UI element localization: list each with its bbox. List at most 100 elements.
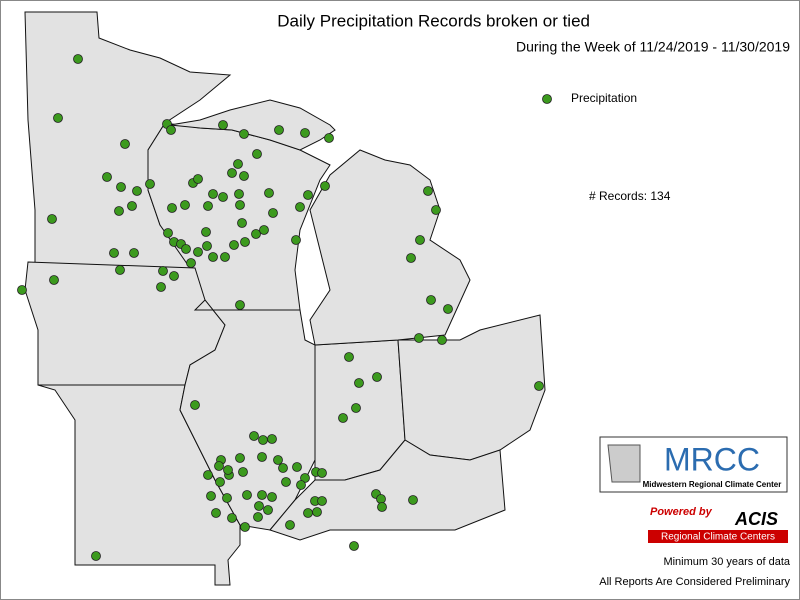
- record-point: [203, 470, 213, 480]
- record-point: [257, 490, 267, 500]
- record-point: [218, 192, 228, 202]
- record-point: [273, 455, 283, 465]
- record-point: [229, 240, 239, 250]
- record-point: [254, 501, 264, 511]
- record-point: [431, 205, 441, 215]
- record-point: [235, 453, 245, 463]
- record-point: [354, 378, 364, 388]
- record-point: [437, 335, 447, 345]
- record-point: [320, 181, 330, 191]
- record-point: [116, 182, 126, 192]
- record-point: [415, 235, 425, 245]
- record-point: [274, 125, 284, 135]
- record-point: [312, 507, 322, 517]
- record-point: [338, 413, 348, 423]
- michigan-upper: [169, 99, 336, 151]
- mrcc-logo: MRCC Midwestern Regional Climate Center: [599, 436, 788, 493]
- record-point: [158, 266, 168, 276]
- record-points: [17, 54, 544, 561]
- record-point: [240, 522, 250, 532]
- record-point: [73, 54, 83, 64]
- record-point: [377, 502, 387, 512]
- record-point: [208, 189, 218, 199]
- record-point: [372, 372, 382, 382]
- record-point: [351, 403, 361, 413]
- acis-bar: [648, 530, 788, 543]
- acis-logo: Powered by ACIS Regional Climate Centers: [648, 506, 788, 543]
- record-point: [193, 247, 203, 257]
- kentucky: [269, 439, 506, 541]
- record-point: [317, 496, 327, 506]
- record-point: [264, 188, 274, 198]
- record-point: [227, 513, 237, 523]
- record-point: [132, 186, 142, 196]
- logo-map: [607, 444, 641, 483]
- record-point: [49, 275, 59, 285]
- record-point: [167, 203, 177, 213]
- record-point: [268, 208, 278, 218]
- record-point: [376, 494, 386, 504]
- record-point: [156, 282, 166, 292]
- record-point: [53, 113, 63, 123]
- record-point: [406, 253, 416, 263]
- record-point: [258, 435, 268, 445]
- record-point: [238, 467, 248, 477]
- record-point: [227, 168, 237, 178]
- record-point: [263, 505, 273, 515]
- record-point: [344, 352, 354, 362]
- record-point: [291, 235, 301, 245]
- record-point: [218, 120, 228, 130]
- record-point: [534, 381, 544, 391]
- states: [24, 11, 546, 586]
- legend-label: Precipitation: [571, 91, 637, 105]
- record-point: [129, 248, 139, 258]
- record-point: [303, 190, 313, 200]
- record-point: [300, 128, 310, 138]
- subtitle: During the Week of 11/24/2019 - 11/30/20…: [516, 39, 790, 55]
- record-point: [324, 133, 334, 143]
- record-point: [211, 508, 221, 518]
- record-point: [193, 174, 203, 184]
- record-point: [109, 248, 119, 258]
- record-point: [166, 125, 176, 135]
- powered-by: Powered by: [650, 506, 713, 518]
- record-point: [163, 228, 173, 238]
- legend-marker: [542, 94, 552, 104]
- record-point: [102, 172, 112, 182]
- record-point: [215, 477, 225, 487]
- record-point: [349, 541, 359, 551]
- footer-minimum: Minimum 30 years of data: [663, 556, 790, 568]
- record-point: [47, 214, 57, 224]
- record-point: [235, 200, 245, 210]
- record-point: [201, 227, 211, 237]
- record-point: [253, 512, 263, 522]
- rcc-text: Regional Climate Centers: [661, 532, 775, 543]
- record-point: [295, 202, 305, 212]
- record-point: [239, 129, 249, 139]
- footer-note: All Reports Are Considered Preliminary: [599, 576, 790, 588]
- record-point: [17, 285, 27, 295]
- record-point: [114, 206, 124, 216]
- record-point: [285, 520, 295, 530]
- record-point: [408, 495, 418, 505]
- record-point: [220, 252, 230, 262]
- record-point: [252, 149, 262, 159]
- record-point: [414, 333, 424, 343]
- record-point: [203, 201, 213, 211]
- record-point: [180, 200, 190, 210]
- record-point: [278, 463, 288, 473]
- record-point: [249, 431, 259, 441]
- record-point: [115, 265, 125, 275]
- logo-subtext: Midwestern Regional Climate Center: [643, 480, 782, 489]
- record-point: [443, 304, 453, 314]
- record-point: [257, 452, 267, 462]
- record-point: [91, 551, 101, 561]
- title: Daily Precipitation Records broken or ti…: [277, 11, 590, 30]
- record-point: [233, 159, 243, 169]
- record-point: [235, 300, 245, 310]
- record-point: [303, 508, 313, 518]
- record-point: [242, 490, 252, 500]
- record-point: [239, 171, 249, 181]
